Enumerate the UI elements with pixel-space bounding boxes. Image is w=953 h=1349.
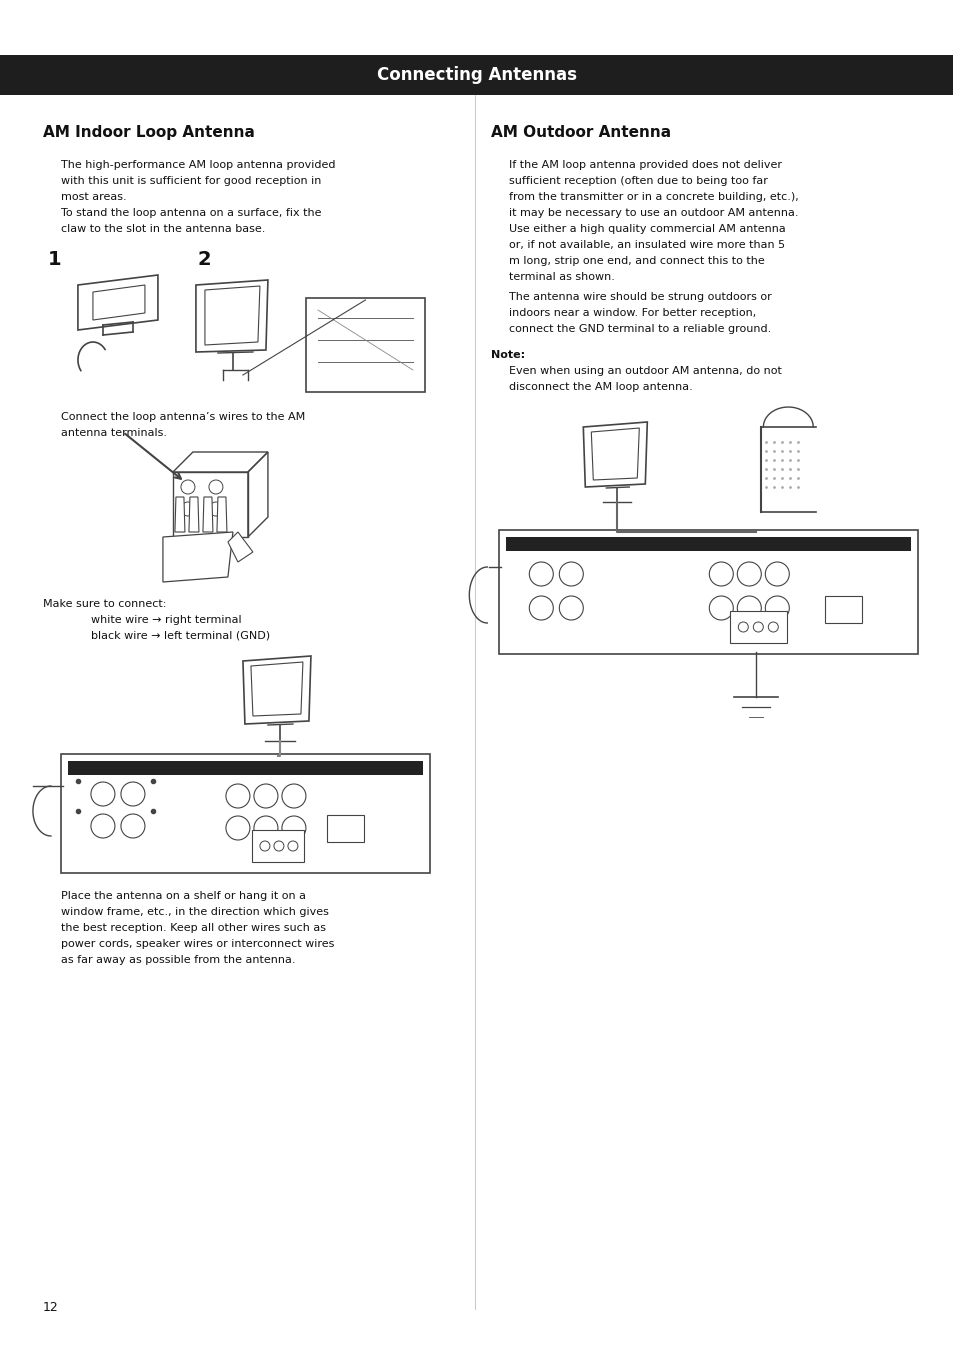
Polygon shape [203, 496, 213, 532]
Text: sufficient reception (often due to being too far: sufficient reception (often due to being… [509, 175, 767, 186]
Text: Make sure to connect:: Make sure to connect: [43, 599, 166, 608]
Polygon shape [163, 532, 233, 581]
FancyBboxPatch shape [824, 596, 862, 623]
Text: indoors near a window. For better reception,: indoors near a window. For better recept… [509, 308, 756, 318]
Text: window frame, etc., in the direction which gives: window frame, etc., in the direction whi… [61, 907, 329, 917]
Text: with this unit is sufficient for good reception in: with this unit is sufficient for good re… [61, 175, 321, 186]
Text: connect the GND terminal to a reliable ground.: connect the GND terminal to a reliable g… [509, 324, 771, 335]
Bar [0, 55, 953, 94]
Text: 12: 12 [43, 1300, 59, 1314]
Text: claw to the slot in the antenna base.: claw to the slot in the antenna base. [61, 224, 265, 233]
Text: AM Indoor Loop Antenna: AM Indoor Loop Antenna [43, 125, 254, 140]
Polygon shape [174, 496, 185, 532]
Text: Place the antenna on a shelf or hang it on a: Place the antenna on a shelf or hang it … [61, 890, 306, 901]
Text: Connect the loop antenna’s wires to the AM: Connect the loop antenna’s wires to the … [61, 411, 305, 422]
Text: Use either a high quality commercial AM antenna: Use either a high quality commercial AM … [509, 224, 785, 233]
Text: terminal as shown.: terminal as shown. [509, 272, 615, 282]
Text: 2: 2 [197, 250, 212, 268]
Text: disconnect the AM loop antenna.: disconnect the AM loop antenna. [509, 382, 692, 393]
Text: If the AM loop antenna provided does not deliver: If the AM loop antenna provided does not… [509, 161, 781, 170]
Text: Even when using an outdoor AM antenna, do not: Even when using an outdoor AM antenna, d… [509, 366, 781, 376]
Text: the best reception. Keep all other wires such as: the best reception. Keep all other wires… [61, 923, 326, 934]
Polygon shape [189, 496, 199, 532]
Text: The antenna wire should be strung outdoors or: The antenna wire should be strung outdoo… [509, 291, 771, 302]
Text: most areas.: most areas. [61, 192, 127, 202]
Text: AM Outdoor Antenna: AM Outdoor Antenna [491, 125, 671, 140]
Bar [506, 537, 910, 550]
Text: m long, strip one end, and connect this to the: m long, strip one end, and connect this … [509, 256, 764, 266]
Text: from the transmitter or in a concrete building, etc.),: from the transmitter or in a concrete bu… [509, 192, 799, 202]
Text: or, if not available, an insulated wire more than 5: or, if not available, an insulated wire … [509, 240, 784, 250]
Bar [68, 761, 422, 774]
Text: Note:: Note: [491, 349, 525, 360]
Text: black wire → left terminal (GND): black wire → left terminal (GND) [91, 631, 270, 641]
Text: power cords, speaker wires or interconnect wires: power cords, speaker wires or interconne… [61, 939, 334, 948]
Text: Connecting Antennas: Connecting Antennas [376, 66, 577, 84]
FancyBboxPatch shape [498, 530, 918, 654]
Polygon shape [216, 496, 227, 532]
Text: To stand the loop antenna on a surface, fix the: To stand the loop antenna on a surface, … [61, 208, 321, 219]
Text: white wire → right terminal: white wire → right terminal [91, 615, 241, 625]
Polygon shape [228, 532, 253, 563]
FancyBboxPatch shape [61, 754, 430, 873]
FancyBboxPatch shape [327, 815, 363, 842]
FancyBboxPatch shape [730, 611, 786, 643]
Text: antenna terminals.: antenna terminals. [61, 428, 167, 438]
FancyBboxPatch shape [252, 830, 304, 862]
FancyBboxPatch shape [306, 298, 424, 393]
Text: it may be necessary to use an outdoor AM antenna.: it may be necessary to use an outdoor AM… [509, 208, 798, 219]
Text: The high-performance AM loop antenna provided: The high-performance AM loop antenna pro… [61, 161, 335, 170]
Text: as far away as possible from the antenna.: as far away as possible from the antenna… [61, 955, 295, 965]
Text: 1: 1 [48, 250, 62, 268]
